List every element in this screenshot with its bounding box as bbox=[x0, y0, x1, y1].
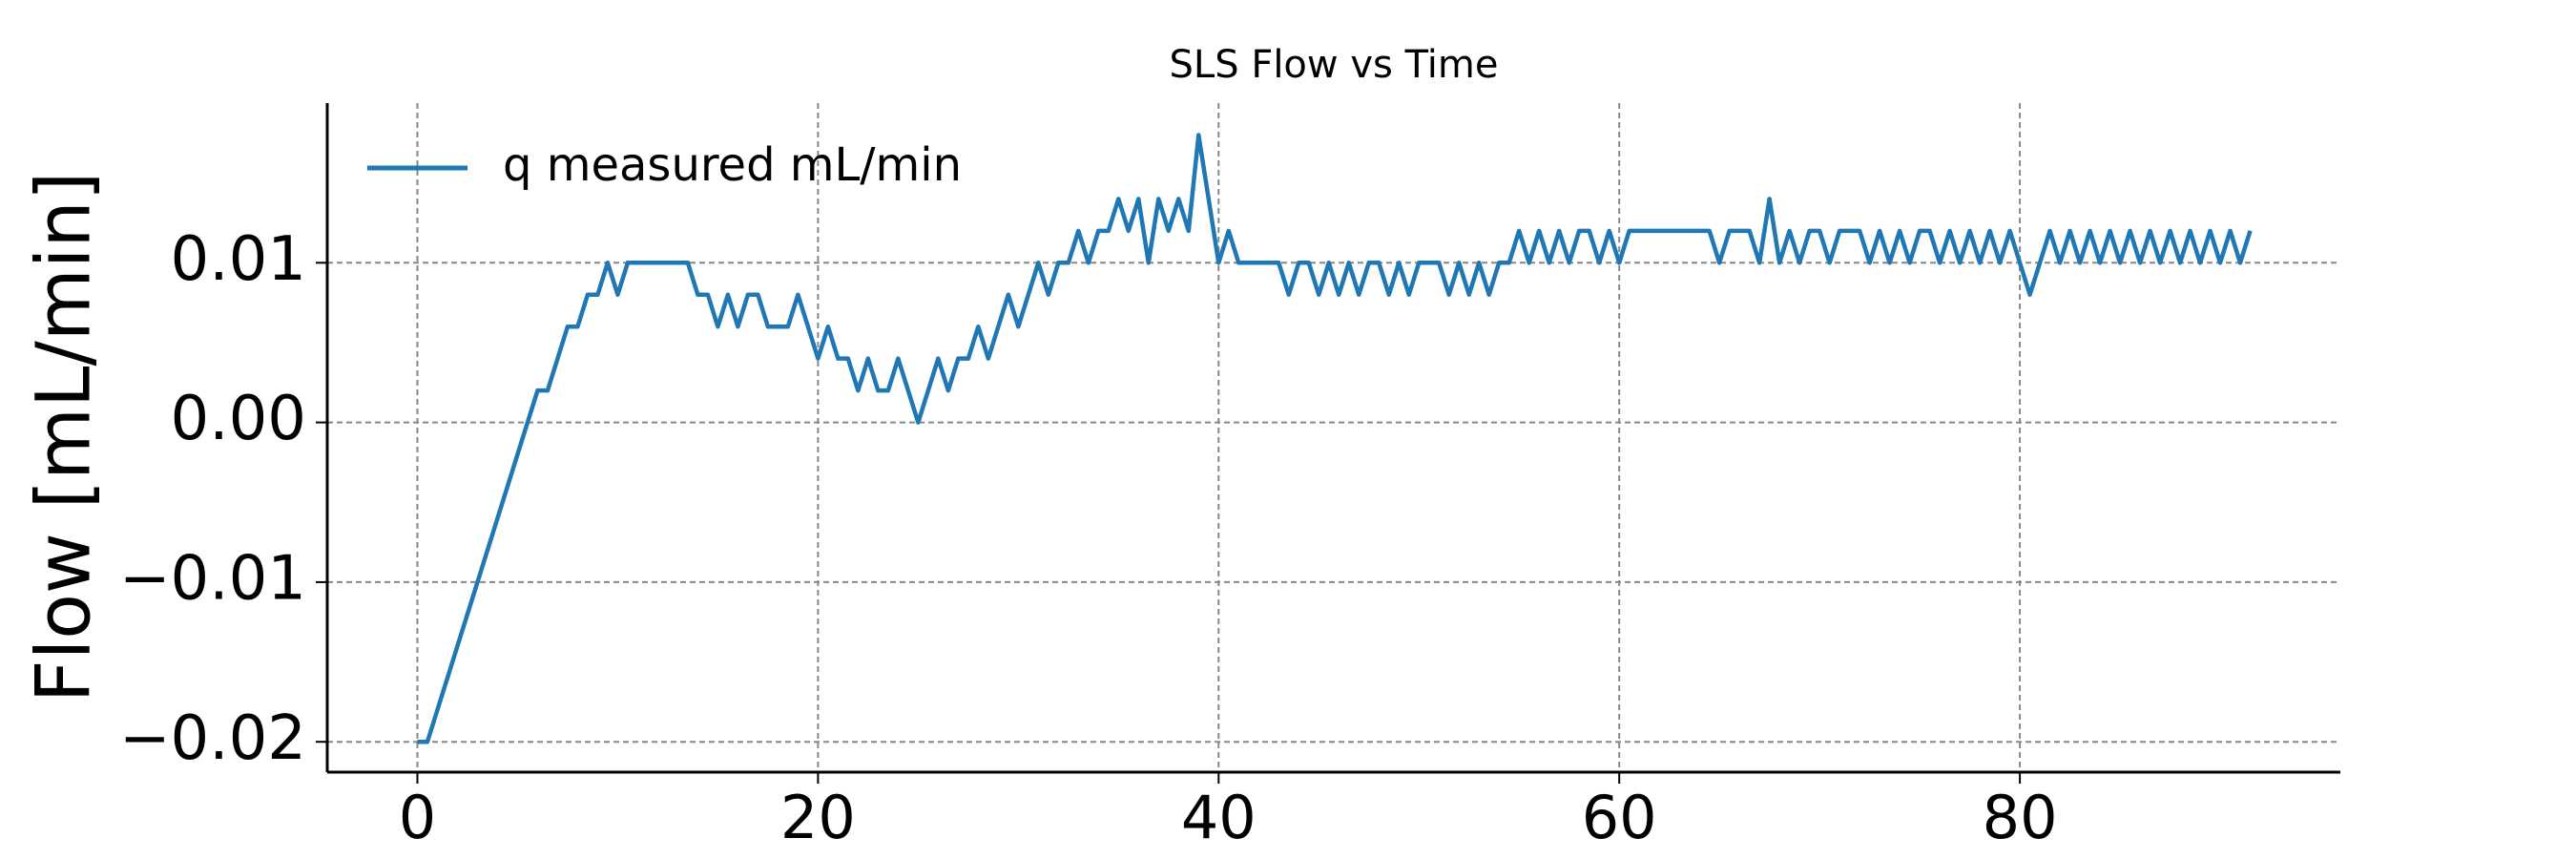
chart-title: SLS Flow vs Time bbox=[1170, 43, 1499, 87]
x-tick-label: 20 bbox=[780, 783, 856, 852]
legend-label: q measured mL/min bbox=[503, 138, 962, 192]
y-tick-label: −0.02 bbox=[119, 703, 306, 774]
data-line bbox=[417, 133, 2253, 744]
x-tick-label: 80 bbox=[1983, 783, 2058, 852]
x-tick-label: 0 bbox=[399, 783, 436, 852]
x-tick-label: 40 bbox=[1181, 783, 1257, 852]
y-tick-label: −0.01 bbox=[119, 543, 306, 614]
x-tick-label: 60 bbox=[1582, 783, 1657, 852]
y-tick-label: 0.01 bbox=[171, 224, 307, 295]
y-tick-label: 0.00 bbox=[171, 384, 307, 454]
y-axis-label: Flow [mL/min] bbox=[21, 172, 107, 703]
